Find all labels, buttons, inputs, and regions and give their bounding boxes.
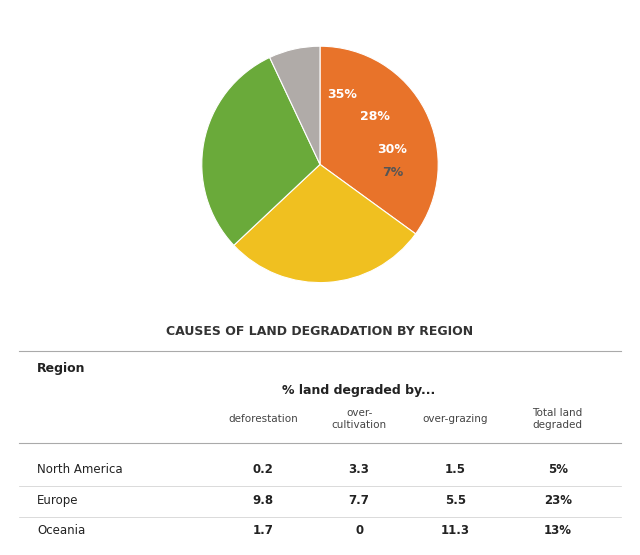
Text: Oceania: Oceania (37, 524, 86, 537)
Text: % land degraded by...: % land degraded by... (282, 384, 436, 397)
Text: Europe: Europe (37, 493, 79, 507)
Text: Total land
degraded: Total land degraded (532, 408, 583, 430)
Text: 0: 0 (355, 524, 363, 537)
Text: 3.3: 3.3 (349, 463, 369, 476)
Text: deforestation: deforestation (228, 414, 298, 424)
Text: over-
cultivation: over- cultivation (332, 408, 387, 430)
Text: 5%: 5% (548, 463, 568, 476)
Text: 13%: 13% (543, 524, 572, 537)
Wedge shape (269, 46, 320, 164)
Text: 0.2: 0.2 (252, 463, 273, 476)
Text: North America: North America (37, 463, 123, 476)
Wedge shape (320, 46, 438, 234)
Text: over-grazing: over-grazing (422, 414, 488, 424)
Wedge shape (234, 164, 415, 282)
Text: 9.8: 9.8 (252, 493, 273, 507)
Text: 7%: 7% (382, 166, 403, 179)
Text: 35%: 35% (327, 88, 357, 101)
Text: 1.5: 1.5 (445, 463, 466, 476)
Text: 5.5: 5.5 (445, 493, 466, 507)
Text: 7.7: 7.7 (349, 493, 369, 507)
Text: 30%: 30% (377, 143, 406, 155)
Text: 1.7: 1.7 (252, 524, 273, 537)
Text: Region: Region (37, 362, 86, 375)
Text: 23%: 23% (543, 493, 572, 507)
Text: 28%: 28% (360, 110, 390, 123)
Wedge shape (202, 58, 320, 245)
Text: CAUSES OF LAND DEGRADATION BY REGION: CAUSES OF LAND DEGRADATION BY REGION (166, 325, 474, 338)
Text: 11.3: 11.3 (441, 524, 470, 537)
